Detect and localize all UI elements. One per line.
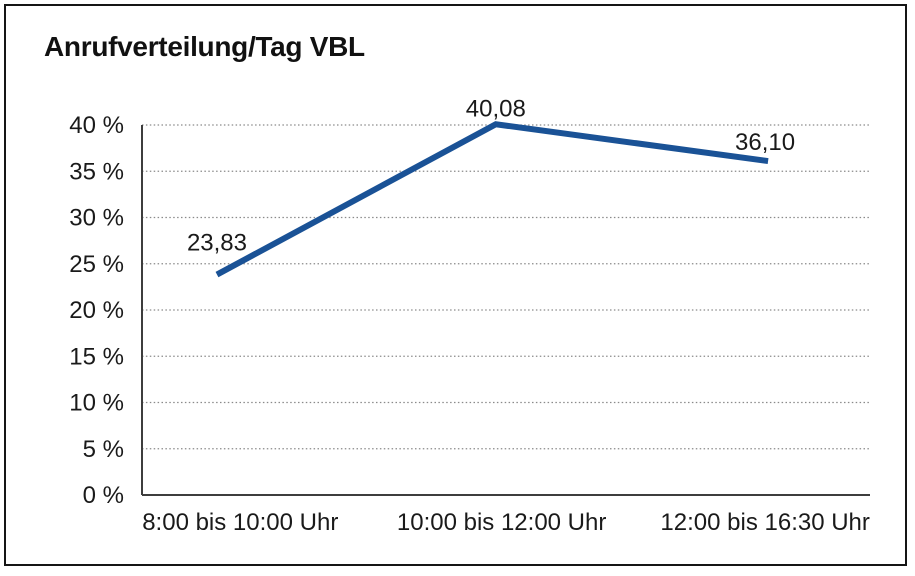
data-series-line — [215, 121, 769, 278]
x-category-label: 10:00 bis 12:00 Uhr — [397, 509, 606, 536]
y-tick-label: 10 % — [69, 390, 124, 417]
y-tick-label: 25 % — [69, 251, 124, 278]
data-label: 23,83 — [187, 230, 247, 257]
x-category-label: 12:00 bis 16:30 Uhr — [660, 509, 869, 536]
chart-frame — [4, 4, 907, 566]
data-label: 36,10 — [735, 129, 795, 156]
y-tick-label: 40 % — [69, 112, 124, 139]
y-tick-label: 5 % — [83, 436, 124, 463]
y-tick-label: 15 % — [69, 343, 124, 370]
chart-title: Anrufverteilung/Tag VBL — [44, 31, 365, 62]
y-tick-label: 20 % — [69, 297, 124, 324]
x-category-label: 8:00 bis 10:00 Uhr — [142, 509, 338, 536]
y-tick-label: 0 % — [83, 482, 124, 509]
y-tick-label: 35 % — [69, 158, 124, 185]
y-tick-label: 30 % — [69, 205, 124, 232]
data-label: 40,08 — [466, 95, 526, 122]
